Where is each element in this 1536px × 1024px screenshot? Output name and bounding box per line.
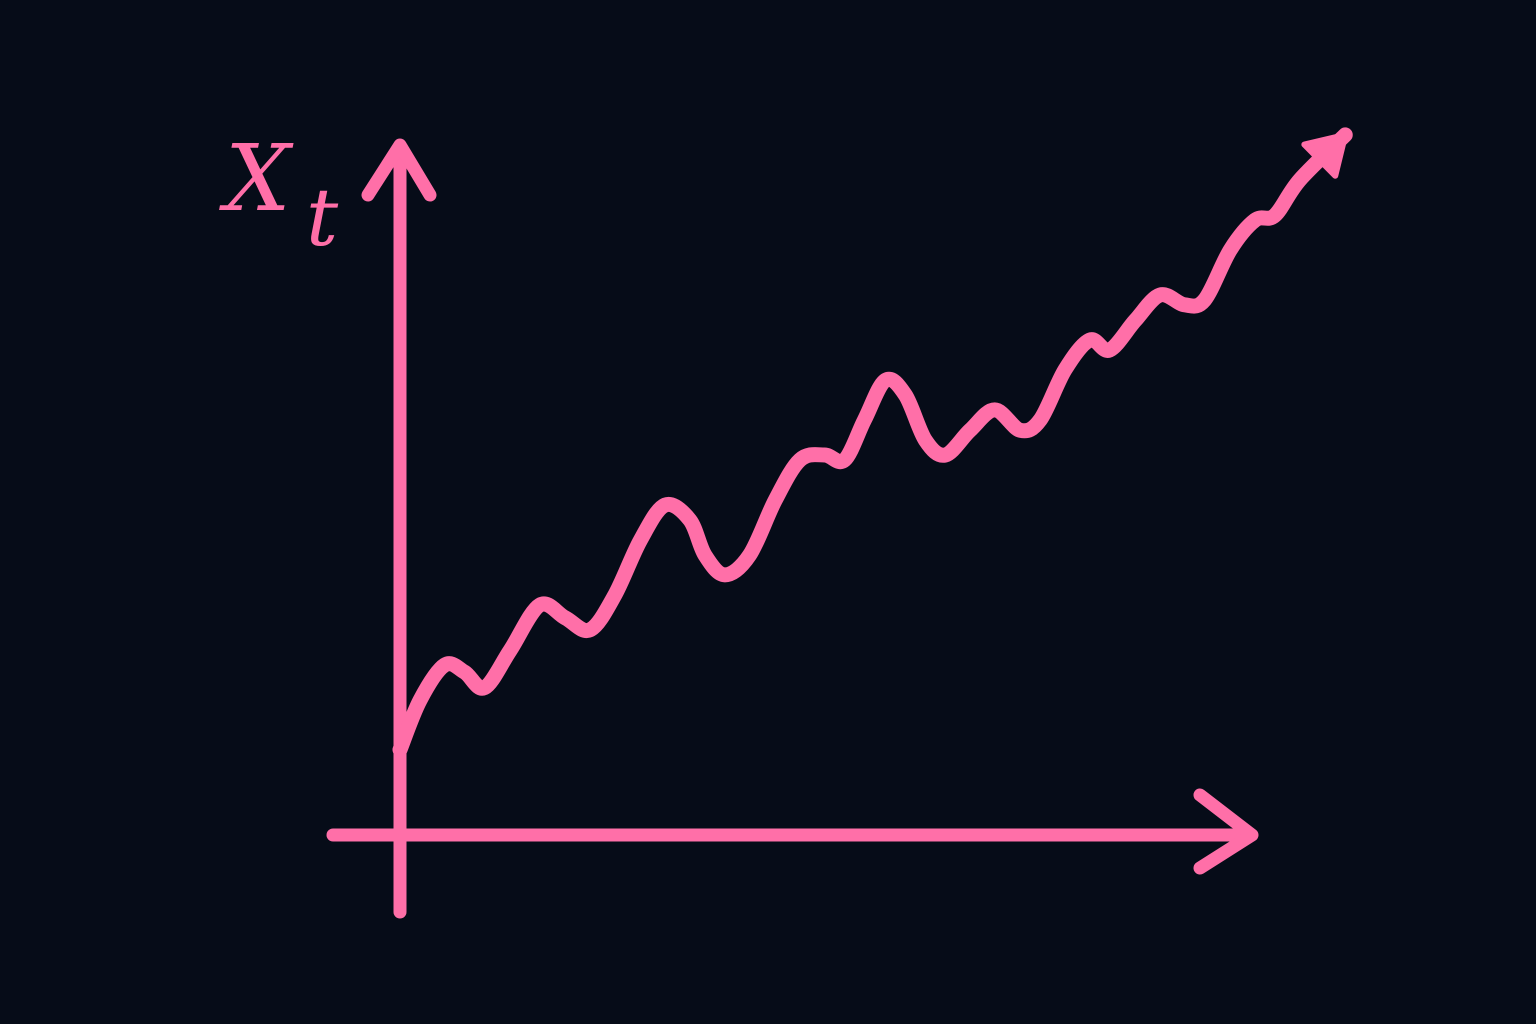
y-axis-arrow bbox=[361, 138, 437, 202]
x-axis-arrow bbox=[1193, 788, 1259, 875]
axes bbox=[326, 138, 1259, 919]
y-axis-label-subscript: t bbox=[306, 171, 339, 264]
series-arrowhead bbox=[1301, 131, 1349, 179]
series-line bbox=[392, 127, 1353, 758]
y-axis-label: X bbox=[219, 125, 294, 232]
